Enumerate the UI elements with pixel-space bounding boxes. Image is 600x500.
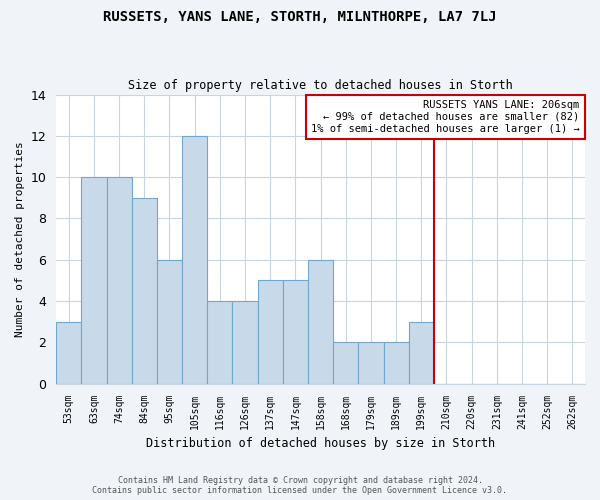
- Bar: [132, 198, 157, 384]
- Bar: [383, 342, 409, 384]
- Text: RUSSETS, YANS LANE, STORTH, MILNTHORPE, LA7 7LJ: RUSSETS, YANS LANE, STORTH, MILNTHORPE, …: [103, 10, 497, 24]
- Bar: [107, 177, 132, 384]
- X-axis label: Distribution of detached houses by size in Storth: Distribution of detached houses by size …: [146, 437, 495, 450]
- Bar: [207, 301, 232, 384]
- Bar: [182, 136, 207, 384]
- Text: Contains HM Land Registry data © Crown copyright and database right 2024.
Contai: Contains HM Land Registry data © Crown c…: [92, 476, 508, 495]
- Title: Size of property relative to detached houses in Storth: Size of property relative to detached ho…: [128, 79, 513, 92]
- Bar: [409, 322, 434, 384]
- Bar: [333, 342, 358, 384]
- Bar: [283, 280, 308, 384]
- Bar: [56, 322, 82, 384]
- Bar: [157, 260, 182, 384]
- Text: RUSSETS YANS LANE: 206sqm
← 99% of detached houses are smaller (82)
1% of semi-d: RUSSETS YANS LANE: 206sqm ← 99% of detac…: [311, 100, 580, 134]
- Y-axis label: Number of detached properties: Number of detached properties: [15, 141, 25, 337]
- Bar: [308, 260, 333, 384]
- Bar: [358, 342, 383, 384]
- Bar: [232, 301, 257, 384]
- Bar: [257, 280, 283, 384]
- Bar: [82, 177, 107, 384]
